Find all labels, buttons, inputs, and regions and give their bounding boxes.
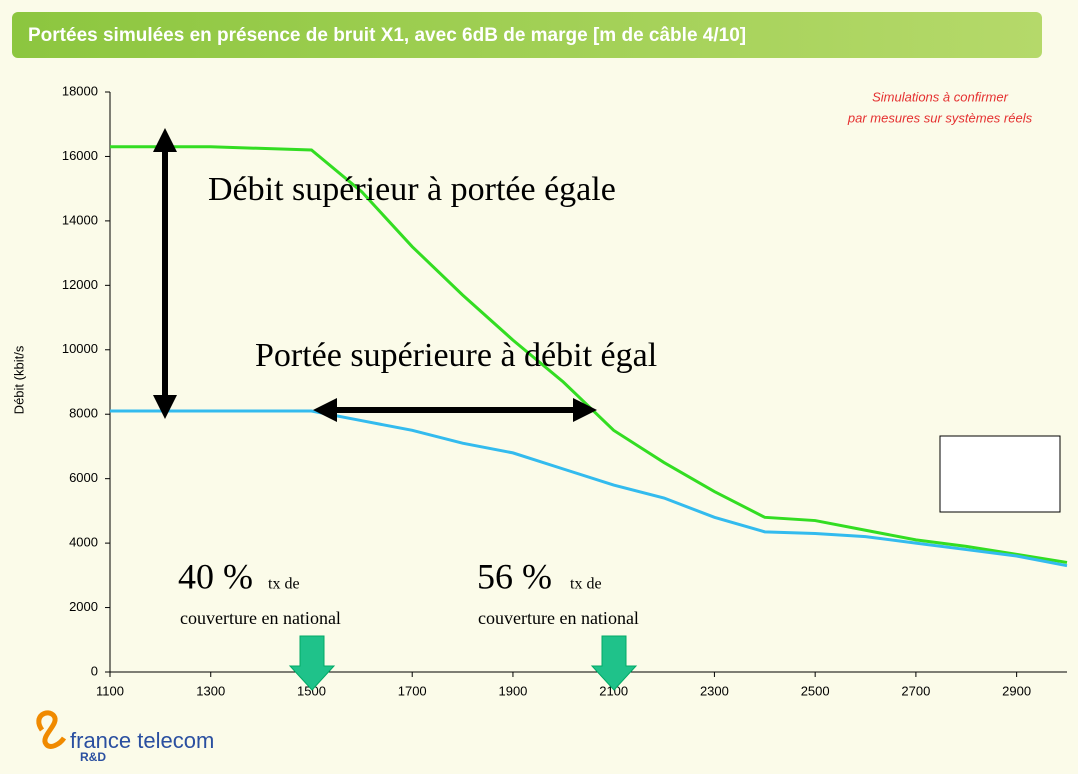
logo-sub: R&D bbox=[80, 750, 106, 764]
y-tick-label: 6000 bbox=[69, 470, 98, 485]
line bbox=[110, 409, 1068, 568]
coverage-percent: 40 % bbox=[178, 556, 253, 596]
y-tick-label: 8000 bbox=[69, 406, 98, 421]
logo-text: france telecom bbox=[70, 728, 214, 753]
coverage-text: couverture en national bbox=[180, 608, 341, 628]
title-bar bbox=[12, 12, 1042, 58]
x-tick-label: 2500 bbox=[801, 683, 830, 698]
x-tick-label: 1700 bbox=[398, 683, 427, 698]
y-tick-label: 4000 bbox=[69, 535, 98, 550]
legend bbox=[939, 435, 1061, 513]
x-tick-label: 1900 bbox=[498, 683, 527, 698]
down-arrow bbox=[590, 635, 638, 691]
x-tick-label: 2100 bbox=[599, 683, 628, 698]
coverage-small: tx de bbox=[570, 576, 602, 593]
x-tick-label: 2900 bbox=[1002, 683, 1031, 698]
y-axis-label: Débit (kbit/s bbox=[11, 345, 26, 414]
x-tick-label: 2700 bbox=[901, 683, 930, 698]
coverage-small: tx de bbox=[268, 576, 300, 593]
annotation: Débit supérieur à portée égale bbox=[208, 171, 616, 208]
note: par mesures sur systèmes réels bbox=[847, 110, 1033, 125]
x-tick-label: 1300 bbox=[196, 683, 225, 698]
x-tick-label: 1500 bbox=[297, 683, 326, 698]
logo-mark bbox=[36, 710, 67, 749]
y-tick-label: 14000 bbox=[62, 212, 98, 227]
line bbox=[110, 145, 1068, 564]
y-tick-label: 18000 bbox=[62, 83, 98, 98]
down-arrow bbox=[288, 635, 336, 691]
annotation: Portée supérieure à débit égal bbox=[255, 337, 657, 374]
x-tick-label: 1100 bbox=[96, 683, 124, 698]
coverage-percent: 56 % bbox=[477, 556, 552, 596]
y-tick-label: 10000 bbox=[62, 341, 98, 356]
coverage-text: couverture en national bbox=[478, 608, 639, 628]
x-tick-label: 2300 bbox=[700, 683, 729, 698]
y-tick-label: 0 bbox=[91, 663, 98, 678]
y-tick-label: 16000 bbox=[62, 148, 98, 163]
y-tick-label: 2000 bbox=[69, 599, 98, 614]
note: Simulations à confirmer bbox=[872, 89, 1008, 104]
coverage: 40 % tx de couverture en national 56 % t… bbox=[178, 556, 639, 628]
y-tick-label: 12000 bbox=[62, 277, 98, 292]
chart-title: Portées simulées en présence de bruit X1… bbox=[28, 25, 746, 46]
